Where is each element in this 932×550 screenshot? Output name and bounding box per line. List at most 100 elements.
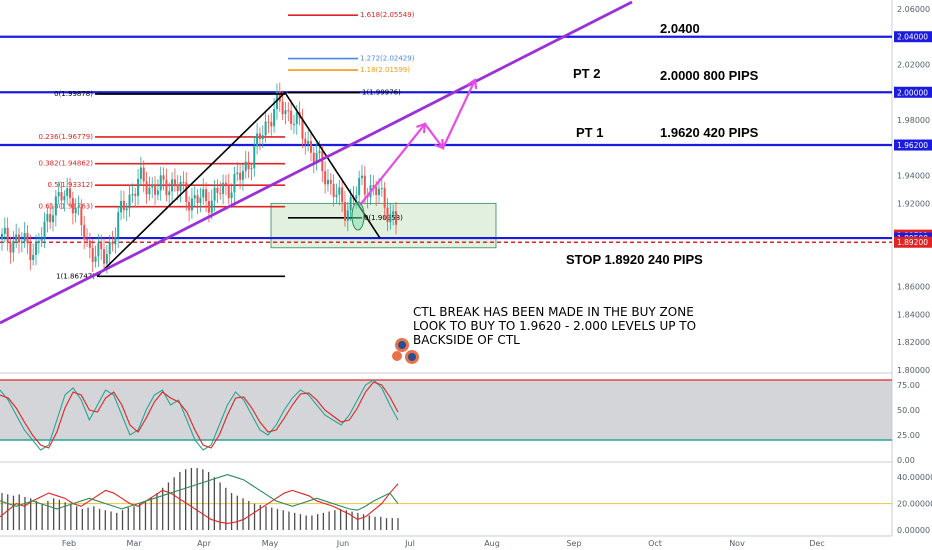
candle-body — [125, 208, 128, 211]
candle-body — [389, 214, 392, 223]
price-axis-tick: 1.84000 — [897, 310, 930, 319]
candle-body — [69, 188, 72, 199]
stop-label: STOP 1.8920 240 PIPS — [566, 252, 703, 267]
candle-body — [239, 172, 242, 180]
candle-body — [363, 175, 366, 195]
stoch-series-0 — [0, 379, 399, 451]
candle-body — [307, 141, 310, 144]
candle-body — [213, 187, 216, 201]
price-axis-tick: 1.80000 — [897, 366, 930, 375]
candle-body — [159, 175, 162, 191]
candle-body — [43, 221, 46, 239]
candle-body — [301, 118, 304, 139]
candle-body — [114, 237, 117, 245]
price-tag — [894, 86, 932, 98]
candle-body — [100, 242, 103, 250]
candle-body — [148, 187, 151, 195]
candle-body — [219, 192, 222, 194]
candle-body — [241, 170, 244, 180]
candle-body — [60, 192, 63, 201]
candle-body — [154, 185, 157, 195]
time-axis-tick: Apr — [197, 539, 212, 548]
fib-label: 1(1.99976) — [362, 89, 401, 97]
time-axis-tick: Feb — [62, 539, 76, 548]
buy-zone — [270, 202, 497, 249]
pt2-pips-label: 2.0000 800 PIPS — [660, 68, 759, 83]
candle-body — [383, 188, 386, 208]
stochastic-pane — [0, 379, 892, 451]
axis-layer: 2.06000 2.04000 2.02000 2.00000 1.98000 1.962… — [62, 5, 932, 548]
candle-body — [91, 247, 94, 262]
time-axis-tick: Mar — [126, 539, 142, 548]
candle-body — [326, 179, 329, 185]
candle-body — [315, 153, 318, 163]
candle-body — [216, 187, 219, 193]
candle-body — [386, 207, 389, 223]
candle-body — [49, 214, 52, 223]
candle-body — [190, 198, 193, 211]
candle-body — [278, 91, 281, 102]
stoch-series-1 — [0, 381, 399, 449]
candle-body — [18, 234, 21, 243]
stoch-axis-tick: 50.00 — [897, 406, 920, 415]
candle-body — [377, 188, 380, 195]
candle-body — [188, 202, 191, 211]
candle-body — [222, 182, 225, 194]
price-axis-tick: 2.02000 — [897, 60, 930, 69]
price-tag-label: 1.96200 — [897, 141, 928, 150]
candle-body — [355, 195, 358, 199]
note-line-1: CTL BREAK HAS BEEN MADE IN THE BUY ZONE — [413, 305, 694, 319]
candle-body — [295, 112, 298, 124]
candle-body — [162, 175, 165, 180]
top-level-label: 2.0400 — [660, 21, 700, 36]
candle-body — [40, 238, 43, 241]
price-axis-tick: 2.06000 — [897, 5, 930, 14]
candle-body — [205, 189, 208, 202]
candle-body — [227, 184, 230, 199]
candle-body — [380, 188, 383, 190]
candle-body — [349, 196, 352, 211]
candle-body — [86, 239, 89, 241]
candle-body — [358, 178, 361, 196]
candle-body — [360, 175, 363, 179]
emoji-icon — [392, 351, 402, 361]
candle-body — [165, 179, 168, 196]
candle-body — [375, 186, 378, 195]
stoch-band — [0, 380, 892, 440]
candle-body — [168, 191, 171, 196]
fib-label: 0.236(1.96779) — [39, 133, 94, 141]
stoch-axis-tick: 0.00 — [897, 456, 915, 465]
candle-body — [179, 182, 182, 192]
candle-body — [256, 133, 259, 147]
candle-body — [74, 208, 77, 214]
candle-body — [287, 110, 290, 112]
price-tag — [894, 31, 932, 43]
candle-body — [156, 190, 159, 195]
candle-body — [199, 197, 202, 204]
candle-body — [244, 161, 247, 171]
candle-body — [338, 187, 341, 195]
candle-body — [1, 233, 3, 240]
arrow-head — [466, 78, 478, 90]
candle-body — [111, 241, 114, 245]
candle-body — [261, 135, 264, 140]
arrow-head — [416, 122, 427, 134]
candle-body — [281, 101, 284, 115]
candle-body — [23, 232, 26, 242]
candle-body — [20, 241, 23, 243]
candle-body — [122, 200, 125, 211]
candle-body — [63, 195, 66, 201]
time-axis-tick: Jul — [404, 539, 415, 548]
candle-body — [324, 171, 327, 185]
candle-body — [117, 212, 120, 238]
candle-body — [145, 181, 148, 195]
note-line-3: BACKSIDE OF CTL — [413, 333, 520, 347]
candle-body — [71, 198, 74, 214]
candle-body — [210, 200, 213, 213]
time-axis-tick: Oct — [648, 539, 662, 548]
candle-body — [233, 174, 236, 193]
channel-trendline — [0, 0, 633, 325]
candle-body — [335, 194, 338, 197]
candle-body — [35, 243, 38, 255]
